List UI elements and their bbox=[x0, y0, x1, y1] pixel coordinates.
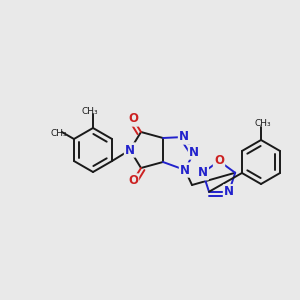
Text: O: O bbox=[128, 175, 138, 188]
Text: O: O bbox=[128, 112, 138, 125]
Text: N: N bbox=[125, 143, 135, 157]
Text: O: O bbox=[214, 154, 224, 167]
Text: CH₃: CH₃ bbox=[82, 107, 98, 116]
Text: N: N bbox=[180, 164, 190, 176]
Text: N: N bbox=[179, 130, 189, 143]
Text: N: N bbox=[198, 166, 208, 179]
Text: N: N bbox=[224, 185, 234, 198]
Text: CH₃: CH₃ bbox=[50, 130, 67, 139]
Text: N: N bbox=[189, 146, 199, 158]
Text: CH₃: CH₃ bbox=[255, 119, 271, 128]
